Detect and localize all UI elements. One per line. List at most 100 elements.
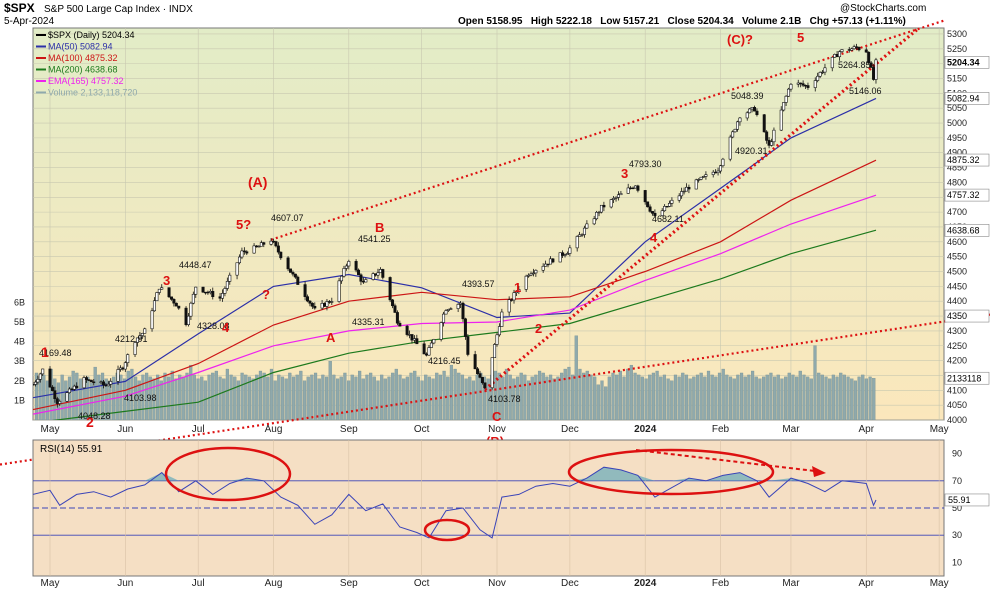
- candle-body: [818, 72, 822, 77]
- volume-bar: [681, 372, 685, 420]
- rsi-overbought-ellipse-2: [567, 448, 775, 496]
- candle-body: [731, 131, 735, 138]
- candle-body: [53, 390, 57, 399]
- rsi-title: RSI(14) 55.91: [40, 444, 103, 455]
- rsi-x-tick-label: Feb: [712, 578, 730, 589]
- volume-bar: [655, 370, 659, 420]
- candle-body: [512, 292, 516, 301]
- volume-bar: [622, 376, 626, 420]
- price-x-tick-label: Jul: [192, 424, 205, 435]
- candle-body: [784, 95, 788, 103]
- wave-label: 4: [222, 320, 230, 335]
- price-point-label: 4328.08: [197, 321, 230, 331]
- volume-bar: [868, 376, 872, 420]
- candle-body: [864, 49, 868, 53]
- candle-body: [733, 128, 737, 133]
- wave-label: 5: [797, 30, 804, 45]
- candle-body: [184, 307, 188, 325]
- candle-body: [750, 107, 754, 110]
- candle-body: [33, 384, 35, 386]
- volume-tick-label: 5B: [14, 317, 25, 327]
- price-tick-label: 4250: [947, 341, 967, 351]
- candle-body: [376, 272, 380, 276]
- last-value-label: 4638.68: [947, 225, 980, 235]
- wave-label: 1: [41, 344, 49, 360]
- candle-body: [422, 343, 426, 355]
- price-point-label: 4335.31: [352, 317, 385, 327]
- candle-body: [306, 296, 310, 302]
- volume-bar: [240, 372, 244, 420]
- volume-bar: [277, 374, 281, 420]
- candle-body: [371, 273, 375, 280]
- volume-bar: [405, 376, 409, 420]
- candle-body: [694, 179, 698, 190]
- rising-trend-line: [483, 26, 921, 391]
- candle-body: [796, 82, 800, 85]
- volume-bar: [846, 376, 850, 420]
- candle-body: [155, 292, 159, 302]
- candle-body: [804, 84, 808, 87]
- candle-body: [592, 218, 596, 225]
- rsi-x-tick-label: Jun: [117, 578, 133, 589]
- volume-bar: [145, 372, 149, 420]
- volume-bar: [552, 378, 556, 420]
- price-point-label: 4607.07: [271, 213, 304, 223]
- last-value-label: 4757.32: [947, 190, 980, 200]
- candle-body: [327, 301, 331, 303]
- candle-body: [104, 384, 108, 387]
- volume-bar: [548, 374, 553, 420]
- candle-body: [38, 373, 42, 380]
- volume-bar: [122, 378, 127, 420]
- rsi-tick-label: 50: [952, 503, 962, 513]
- candle-body: [439, 322, 443, 340]
- rsi-x-tick-label: Sep: [340, 578, 358, 589]
- candle-body: [531, 272, 535, 275]
- candle-body: [578, 234, 582, 237]
- candle-body: [767, 140, 771, 146]
- price-x-tick-label: Sep: [340, 424, 358, 435]
- rsi-x-tick-label: May: [41, 578, 60, 589]
- candle-body: [259, 242, 263, 247]
- volume-bar: [413, 370, 417, 420]
- price-tick-label: 4600: [947, 237, 967, 247]
- volume-bar: [615, 374, 619, 420]
- candle-body: [626, 187, 630, 194]
- volume-bar: [442, 370, 446, 420]
- candle-body: [242, 250, 246, 253]
- candle-body: [490, 357, 494, 389]
- candle-body: [852, 46, 856, 50]
- volume-bar: [464, 378, 468, 420]
- rsi-x-tick-label: Mar: [782, 578, 800, 589]
- volume-bar: [567, 366, 571, 420]
- volume-bar: [170, 370, 174, 420]
- volume-bar: [523, 374, 527, 420]
- price-tick-label: 4100: [947, 385, 967, 395]
- price-point-label: 4169.48: [39, 348, 72, 358]
- volume-bar: [787, 372, 791, 420]
- volume-bar: [673, 374, 678, 420]
- rsi-axis: 10 30 50 70 90 55.91: [944, 449, 990, 567]
- candle-body: [194, 286, 198, 295]
- candle-body: [643, 190, 647, 203]
- price-x-tick-label: Apr: [858, 424, 874, 435]
- volume-tick-label: 1B: [14, 395, 25, 405]
- volume-bar: [806, 376, 810, 420]
- volume-bar: [530, 376, 534, 420]
- volume-bar: [526, 380, 531, 420]
- volume-bar: [493, 370, 498, 420]
- candle-body: [361, 281, 365, 283]
- candle-body: [220, 293, 224, 299]
- volume-bar: [479, 372, 483, 420]
- candle-body: [874, 59, 878, 80]
- volume-bar: [534, 374, 538, 420]
- candle-body: [143, 328, 147, 334]
- candle-body: [721, 158, 725, 167]
- volume-bar: [809, 378, 813, 420]
- candle-body: [67, 388, 71, 393]
- last-value-box: [944, 92, 990, 105]
- volume-bar: [541, 372, 545, 420]
- candle-body: [118, 367, 122, 370]
- volume-bar: [750, 370, 755, 420]
- candle-body: [150, 310, 154, 330]
- candle-body: [478, 373, 482, 378]
